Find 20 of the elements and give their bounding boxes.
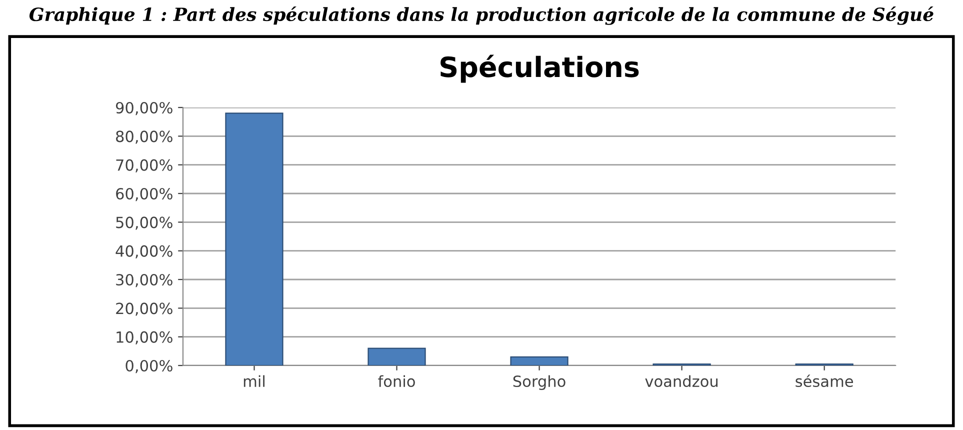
bar xyxy=(510,356,568,366)
text: Graphique 1 : Part des spéculations dans la production agricole de la commune de Ségué xyxy=(29,6,934,25)
bar xyxy=(368,348,426,366)
chart-title: Spéculations xyxy=(440,54,639,83)
y-tick-label: 0,00% xyxy=(126,360,172,374)
x-tick-label: fonio xyxy=(378,375,415,388)
y-tick-label: 60,00% xyxy=(116,188,172,202)
bar xyxy=(225,112,284,366)
y-tick-label: 70,00% xyxy=(116,159,172,172)
x-tick-label: sésame xyxy=(796,374,853,388)
y-tick-label: 30,00% xyxy=(116,274,172,288)
y-tick-label: 10,00% xyxy=(116,331,172,344)
x-tick-label: Sorgho xyxy=(513,375,566,390)
y-tick-label: 80,00% xyxy=(116,130,172,144)
x-tick-label: voandzou xyxy=(645,375,718,388)
y-tick-label: 20,00% xyxy=(116,302,172,316)
y-tick-label: 40,00% xyxy=(116,245,172,258)
x-tick-label: mil xyxy=(244,375,264,387)
y-tick-label: 50,00% xyxy=(116,216,172,230)
y-tick-label: 90,00% xyxy=(116,102,172,116)
